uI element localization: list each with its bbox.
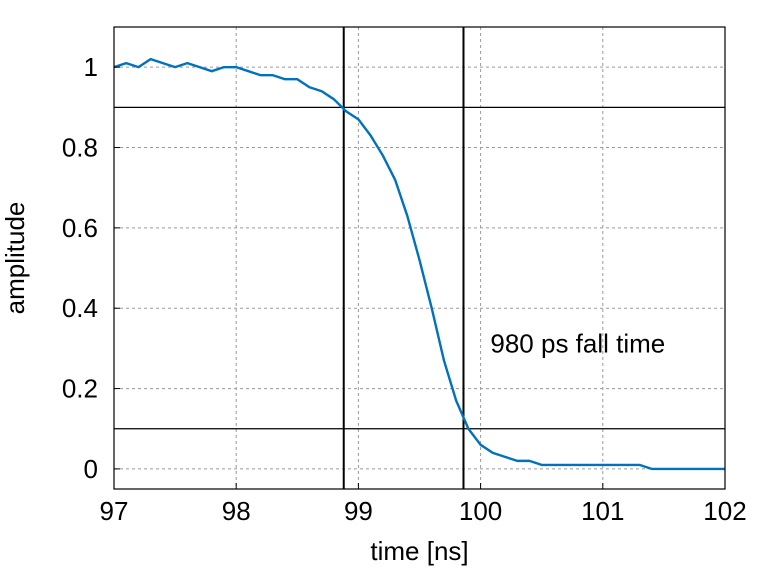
x-tick-label: 99 — [344, 496, 373, 526]
y-tick-label: 0.8 — [62, 133, 98, 163]
y-tick-label: 0.4 — [62, 293, 98, 323]
x-tick-label: 101 — [581, 496, 624, 526]
threshold-lines — [114, 27, 725, 489]
data-series-line — [113, 57, 725, 471]
fall-time-annotation: 980 ps fall time — [490, 328, 665, 358]
y-tick-label: 0 — [84, 454, 98, 484]
y-tick-label: 0.2 — [62, 374, 98, 404]
x-tick-label: 98 — [222, 496, 251, 526]
x-tick-label: 102 — [703, 496, 746, 526]
y-axis: 0 0.2 0.4 0.6 0.8 1 — [62, 52, 120, 484]
y-tick-label: 1 — [84, 52, 98, 82]
x-tick-label: 100 — [459, 496, 502, 526]
y-axis-title: amplitude — [0, 202, 30, 315]
x-axis: 97 98 99 100 101 102 — [100, 483, 747, 526]
grid — [114, 27, 725, 489]
series-layer — [113, 57, 725, 471]
plot-frame — [113, 26, 726, 490]
x-tick-label: 97 — [100, 496, 129, 526]
x-axis-title: time [ns] — [370, 536, 468, 566]
y-tick-label: 0.6 — [62, 213, 98, 243]
